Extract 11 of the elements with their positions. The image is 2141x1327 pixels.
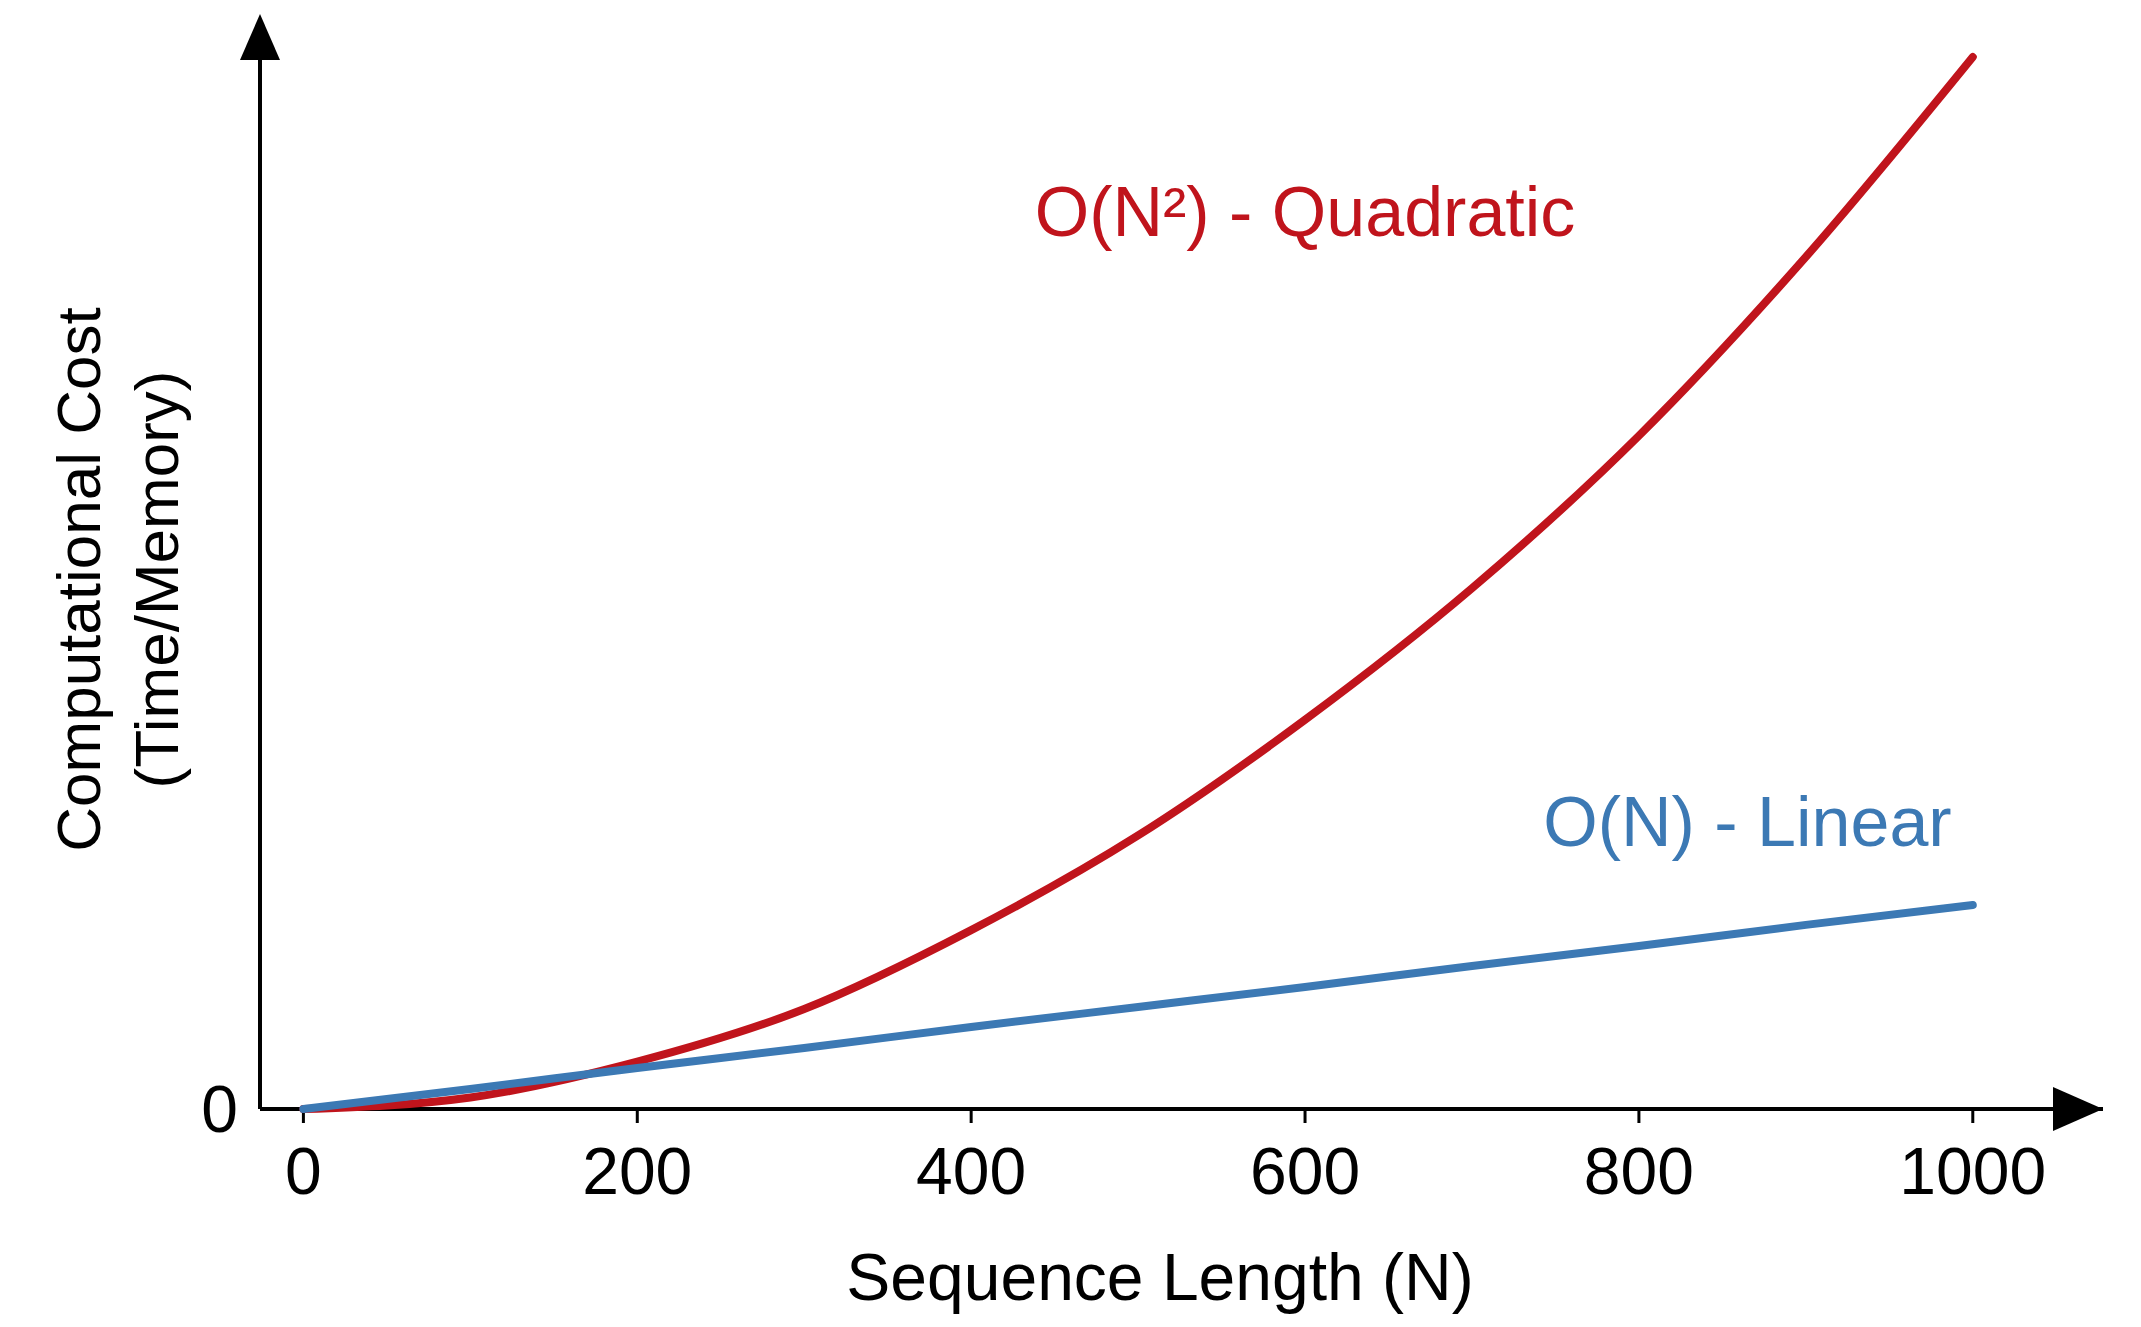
- x-tick-label: 400: [916, 1134, 1027, 1208]
- x-tick-label: 200: [582, 1134, 693, 1208]
- x-axis-title: Sequence Length (N): [846, 1240, 1474, 1314]
- x-tick-label: 1000: [1899, 1134, 2047, 1208]
- series-label: O(N) - Linear: [1543, 783, 1952, 861]
- text: 0: [201, 1072, 238, 1146]
- x-tick-label: 600: [1249, 1134, 1361, 1208]
- x-tick-label: 800: [1583, 1134, 1694, 1208]
- y-axis-title: Computational Cost (Time/Memory): [44, 307, 191, 852]
- x-tick-label: 0: [285, 1134, 322, 1208]
- text: O(N²) - Quadratic: [1034, 172, 1576, 251]
